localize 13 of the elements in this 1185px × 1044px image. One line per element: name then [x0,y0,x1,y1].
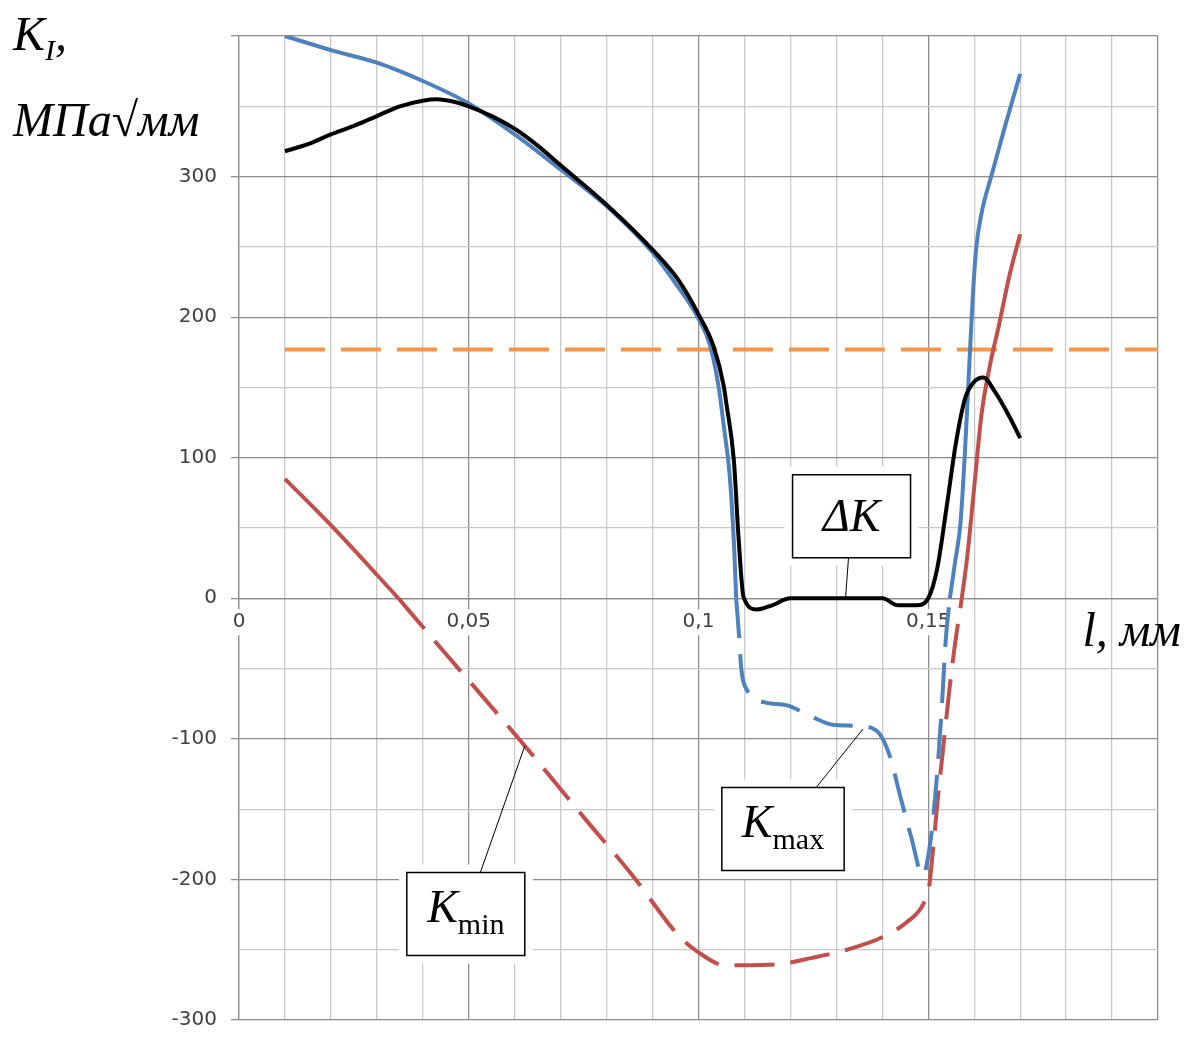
x-axis-title: l, мм [1082,603,1182,657]
y-tick-label: -100 [171,725,217,750]
x-tick-label: 0,1 [682,608,715,633]
y-tick-label: 0 [204,584,217,609]
y-tick-label: 300 [178,162,217,187]
y-tick-label: 200 [178,303,217,328]
x-tick-label: 0 [232,608,246,633]
y-tick-label: -300 [171,1006,217,1031]
x-tick-label: 0,05 [446,608,492,633]
y-tick-label: -200 [171,865,217,890]
annotation: ΔK [820,490,883,542]
y-tick-label: 100 [178,443,217,468]
line-series [282,97,1023,612]
